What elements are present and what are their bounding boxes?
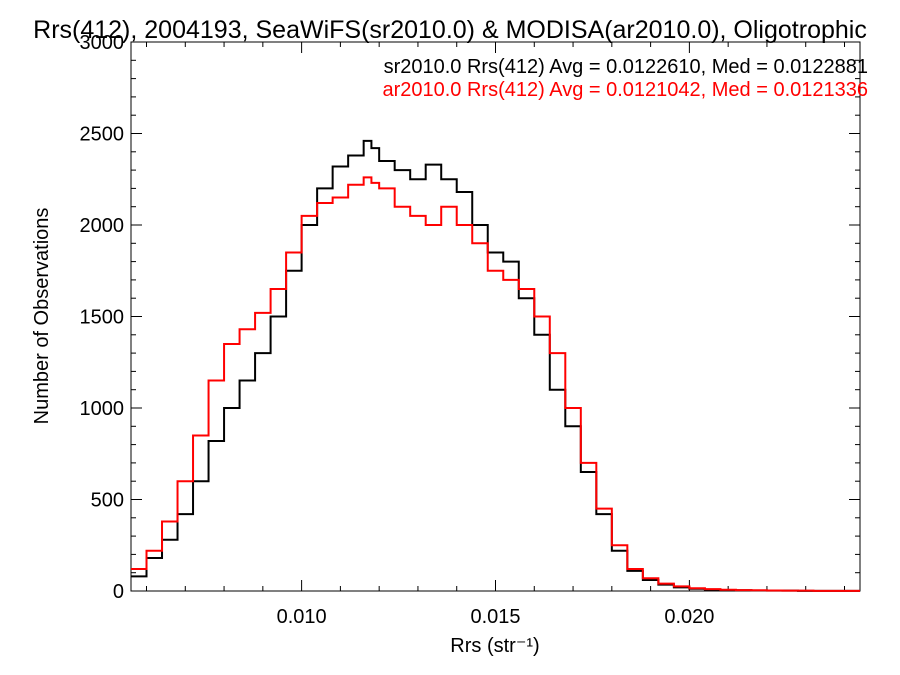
y-tick-label: 2000: [80, 215, 125, 237]
x-tick-label: 0.020: [664, 606, 714, 628]
y-tick-label: 500: [91, 490, 124, 512]
series-line-0: [131, 139, 860, 592]
y-tick-label: 3000: [80, 32, 125, 54]
legend-entry-ar2010: ar2010.0 Rrs(412) Avg = 0.0121042, Med =…: [382, 79, 868, 101]
x-tick-label: 0.015: [470, 606, 520, 628]
series-line-1: [131, 176, 860, 592]
y-tick-label: 2500: [80, 124, 125, 146]
x-axis-label: Rrs (str⁻¹): [450, 635, 539, 657]
y-tick-label: 0: [113, 581, 124, 603]
x-tick-label: 0.010: [277, 606, 327, 628]
legend-entry-sr2010: sr2010.0 Rrs(412) Avg = 0.0122610, Med =…: [384, 56, 868, 78]
chart-title: Rrs(412), 2004193, SeaWiFS(sr2010.0) & M…: [33, 16, 867, 44]
y-axis-label: Number of Observations: [31, 208, 53, 425]
legend: sr2010.0 Rrs(412) Avg = 0.0122610, Med =…: [382, 56, 868, 101]
plot-frame: [130, 41, 861, 592]
y-tick-label: 1500: [80, 307, 125, 329]
data-series: [131, 139, 860, 592]
y-tick-label: 1000: [80, 398, 125, 420]
axis-ticks: 0 500 1000 1500 2000 2500 3000 0.010 0.015 0.020: [80, 32, 860, 628]
